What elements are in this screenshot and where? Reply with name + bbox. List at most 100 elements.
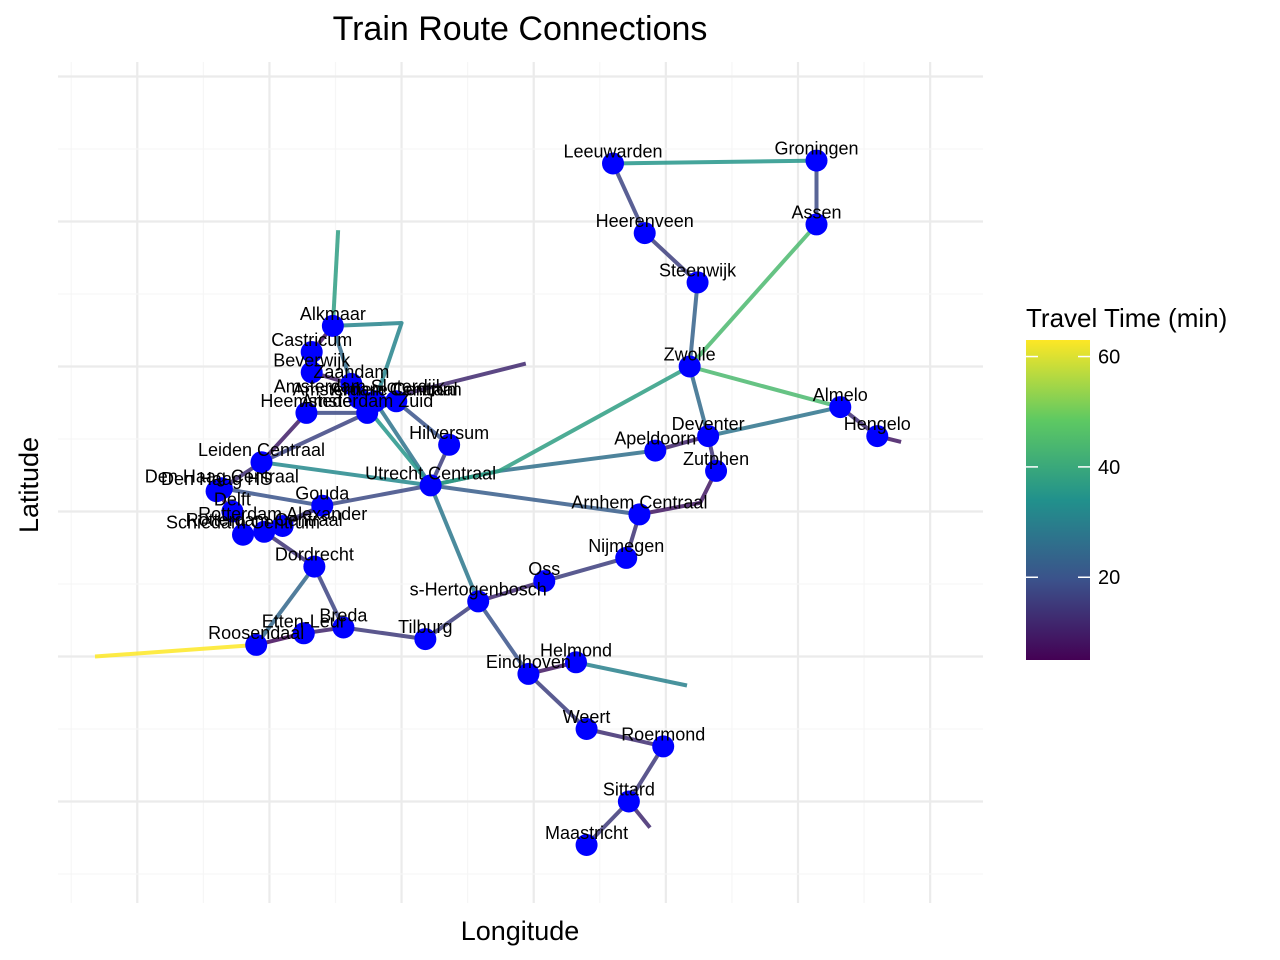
station-point <box>633 222 656 245</box>
station-point <box>414 628 437 651</box>
route-line <box>477 579 545 604</box>
station-point <box>245 633 268 656</box>
station-point <box>628 503 651 526</box>
station-label: Roosendaal <box>208 623 304 643</box>
station-label: s-Hertogenbosch <box>410 579 547 599</box>
route-lines <box>94 158 902 847</box>
station-label: Den Haag HS <box>161 469 272 489</box>
legend-title: Travel Time (min) <box>1026 303 1227 333</box>
station-point <box>575 718 598 740</box>
route-line <box>94 642 257 659</box>
route-line <box>689 364 841 410</box>
route-line <box>707 405 841 439</box>
station-point <box>321 314 344 337</box>
station-label: Tilburg <box>398 617 452 637</box>
route-line <box>428 484 481 603</box>
route-line <box>687 365 711 437</box>
station-point <box>705 459 728 482</box>
route-line <box>476 600 531 676</box>
route-line <box>612 158 817 166</box>
route-line <box>221 486 323 508</box>
station-label: Castricum <box>271 330 352 350</box>
route-line <box>343 625 426 642</box>
route-line <box>575 660 688 688</box>
station-label: Almelo <box>813 385 868 405</box>
station-point <box>311 494 334 517</box>
station-label: Arnhem Centraal <box>571 492 707 512</box>
route-line <box>639 470 718 517</box>
station-label: Apeldoorn <box>614 429 696 449</box>
colorbar <box>1026 340 1090 660</box>
station-label: Alkmaar <box>300 304 366 324</box>
route-line <box>260 411 308 464</box>
station-point <box>253 520 276 543</box>
route-line <box>254 565 316 647</box>
route-line <box>586 727 664 749</box>
station-point <box>271 515 294 537</box>
station-label: Delft <box>214 490 251 510</box>
station-point <box>652 735 675 758</box>
station-point <box>686 271 709 294</box>
station-point <box>467 590 490 613</box>
route-line <box>321 483 432 508</box>
station-label: Hengelo <box>844 414 911 434</box>
station-label: Helmond <box>540 640 612 660</box>
station-point <box>419 474 442 497</box>
station-label: Hilversum <box>409 423 489 443</box>
route-line <box>543 555 627 584</box>
station-label: Gouda <box>295 484 350 504</box>
station-point <box>617 790 640 813</box>
station-label: Den Haag Centraal <box>145 466 299 486</box>
station-point <box>678 355 701 378</box>
route-line <box>261 460 431 488</box>
station-point <box>300 341 323 363</box>
station-label: Deventer <box>672 414 745 434</box>
station-point <box>292 622 315 645</box>
station-label: Roermond <box>621 724 705 744</box>
station-point <box>385 390 408 413</box>
route-line <box>260 411 369 465</box>
station-label: Leiden Centraal <box>198 440 325 460</box>
station-label: Amsterdam Sloterdijk <box>274 376 446 396</box>
route-line <box>687 282 700 367</box>
station-labels: Leeuwarden Groningen Heerenveen Assen Steenw… <box>145 139 911 843</box>
station-point <box>575 834 598 856</box>
station-label: Rotterdam Centraal <box>186 510 343 530</box>
route-line <box>312 565 346 629</box>
station-label: Assen <box>791 202 841 222</box>
station-point <box>602 152 624 175</box>
station-label: Steenwijk <box>659 260 737 280</box>
station-label: Leeuwarden <box>563 142 662 162</box>
station-point <box>221 500 244 523</box>
station-point <box>205 480 228 503</box>
station-point <box>805 149 828 172</box>
station-label: Groningen <box>774 139 858 159</box>
station-point <box>615 546 638 569</box>
station-label: Heemstede <box>260 391 352 411</box>
station-point <box>300 361 323 384</box>
station-label: Oss <box>528 559 560 579</box>
y-axis-title: Latitude <box>14 437 44 533</box>
station-point <box>805 213 828 236</box>
station-point <box>303 555 326 578</box>
station-label: Amsterdam Centraal <box>293 379 458 399</box>
route-line <box>527 672 588 731</box>
station-label: Rotterdam Alexander <box>198 504 367 524</box>
route-line <box>688 223 818 368</box>
station-label: Weert <box>563 707 611 727</box>
station-label: Utrecht Centraal <box>365 463 496 483</box>
color-legend: Travel Time (min) 20 40 60 <box>1026 303 1227 660</box>
station-label: Beverwijk <box>273 350 351 370</box>
station-label: Sittard <box>603 780 655 800</box>
route-line <box>430 364 691 488</box>
colorbar-tick-label: 20 <box>1098 567 1120 589</box>
station-label: Amsterdam Zuid <box>301 391 433 411</box>
station-label: Breda <box>319 606 368 626</box>
station-label: Zaandam <box>313 362 389 382</box>
colorbar-tick-label: 60 <box>1098 347 1120 369</box>
station-point <box>250 451 273 474</box>
station-label: Zutphen <box>683 449 749 469</box>
route-line <box>430 483 640 517</box>
station-label: Etten-Leur <box>262 611 346 631</box>
